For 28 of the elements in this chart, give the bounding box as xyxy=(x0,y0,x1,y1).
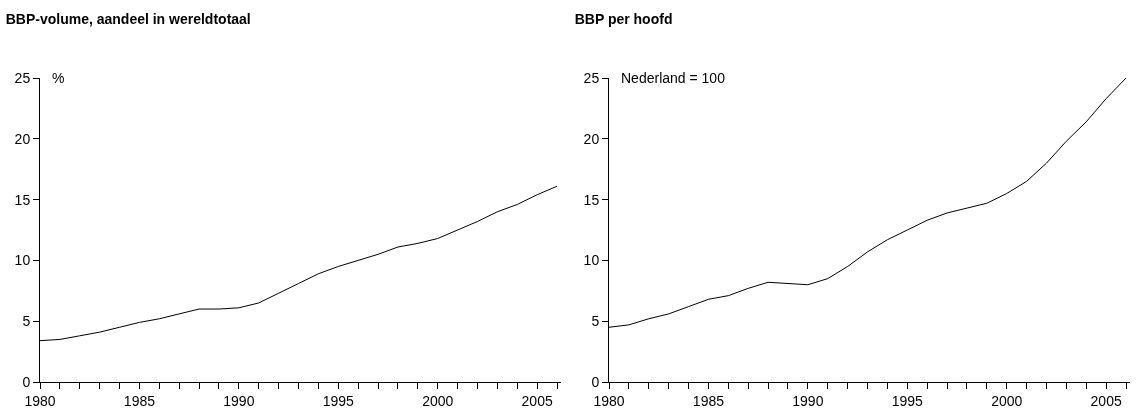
x-tick-label: 2000 xyxy=(991,392,1023,409)
y-tick-label: 10 xyxy=(14,252,31,269)
x-tick-label: 1980 xyxy=(24,392,56,409)
y-tick-label: 5 xyxy=(22,313,31,330)
y-tick-label: 25 xyxy=(583,69,600,86)
x-tick-label: 1985 xyxy=(123,392,156,409)
y-tick-label: 10 xyxy=(583,252,600,269)
x-tick-label: 1985 xyxy=(692,392,725,409)
y-tick-label: 20 xyxy=(583,130,600,147)
chart-title: BBP-volume, aandeel in wereldtotaal xyxy=(5,11,251,28)
x-tick-label: 2005 xyxy=(521,392,553,409)
y-tick-label: 25 xyxy=(14,69,31,86)
y-tick-label: 15 xyxy=(14,191,31,208)
x-tick-label: 1995 xyxy=(322,392,355,409)
x-tick-label: 1990 xyxy=(223,392,255,409)
y-tick-label: 5 xyxy=(591,313,600,330)
chart-title: BBP per hoofd xyxy=(574,11,673,28)
y-tick-label: 0 xyxy=(22,373,31,390)
y-axis-title: % xyxy=(52,70,65,86)
x-tick-label: 1995 xyxy=(891,392,924,409)
x-tick-label: 1980 xyxy=(593,392,625,409)
y-tick-label: 15 xyxy=(583,191,600,208)
y-tick-label: 0 xyxy=(591,373,600,390)
y-axis-title: Nederland = 100 xyxy=(621,70,726,86)
y-tick-label: 20 xyxy=(14,130,31,147)
x-tick-label: 2000 xyxy=(422,392,454,409)
x-tick-label: 2005 xyxy=(1090,392,1122,409)
x-tick-label: 1990 xyxy=(792,392,824,409)
